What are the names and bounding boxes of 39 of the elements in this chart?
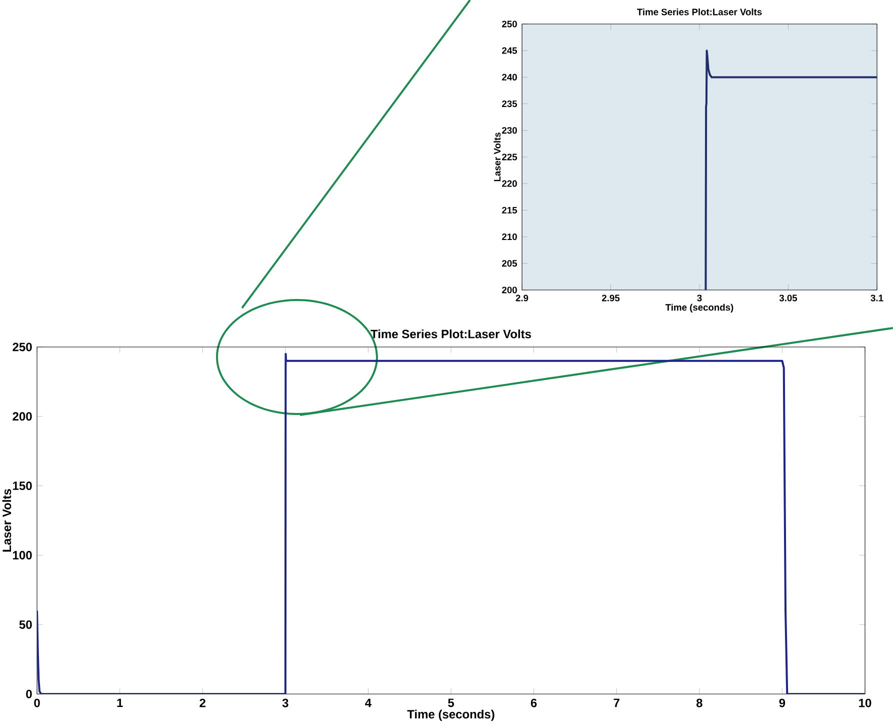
chart-title: Time Series Plot:Laser Volts	[370, 329, 531, 338]
x-tick-label: 7	[614, 698, 620, 707]
x-tick-label: 4	[365, 698, 372, 707]
y-tick-label: 250	[502, 20, 517, 28]
x-tick-label: 0	[34, 698, 40, 708]
y-tick-label: 215	[502, 206, 518, 214]
x-tick-label: 5	[448, 698, 454, 708]
y-tick-label: 210	[502, 234, 517, 240]
y-tick-label: 235	[502, 100, 518, 108]
x-tick-label: 2.9	[516, 294, 528, 302]
y-tick-label: 240	[502, 74, 517, 80]
x-tick-label: 2	[200, 698, 206, 708]
x-axis-title: Time (seconds)	[665, 304, 734, 313]
y-tick-label: 50	[19, 620, 32, 629]
x-tick-label: 3.05	[779, 294, 798, 302]
y-axis-title: Laser Volts	[494, 132, 501, 182]
chart-title: Time Series Plot:Laser Volts	[637, 8, 762, 16]
y-tick-label: 230	[502, 127, 517, 134]
x-tick-label: 8	[696, 698, 702, 708]
x-tick-label: 10	[859, 698, 872, 708]
y-tick-label: 220	[502, 180, 517, 187]
y-tick-label: 250	[12, 342, 32, 352]
x-tick-label: 3	[697, 294, 702, 302]
y-tick-label: 0	[26, 690, 32, 698]
y-tick-label: 200	[502, 286, 517, 294]
y-tick-label: 225	[502, 154, 518, 160]
y-axis-title: Laser Volts	[2, 489, 12, 552]
y-tick-label: 245	[502, 47, 518, 54]
y-tick-label: 150	[13, 482, 32, 490]
x-tick-label: 3.1	[870, 294, 884, 302]
y-tick-label: 200	[12, 412, 32, 421]
x-tick-label: 6	[530, 698, 537, 708]
x-tick-label: 3	[282, 698, 288, 708]
x-tick-label: 9	[779, 698, 786, 708]
x-tick-label: 1	[117, 698, 123, 707]
x-tick-label: 2.95	[602, 294, 620, 302]
y-tick-label: 100	[13, 550, 32, 560]
y-tick-label: 205	[502, 260, 518, 267]
x-axis-title: Time (seconds)	[407, 710, 494, 721]
